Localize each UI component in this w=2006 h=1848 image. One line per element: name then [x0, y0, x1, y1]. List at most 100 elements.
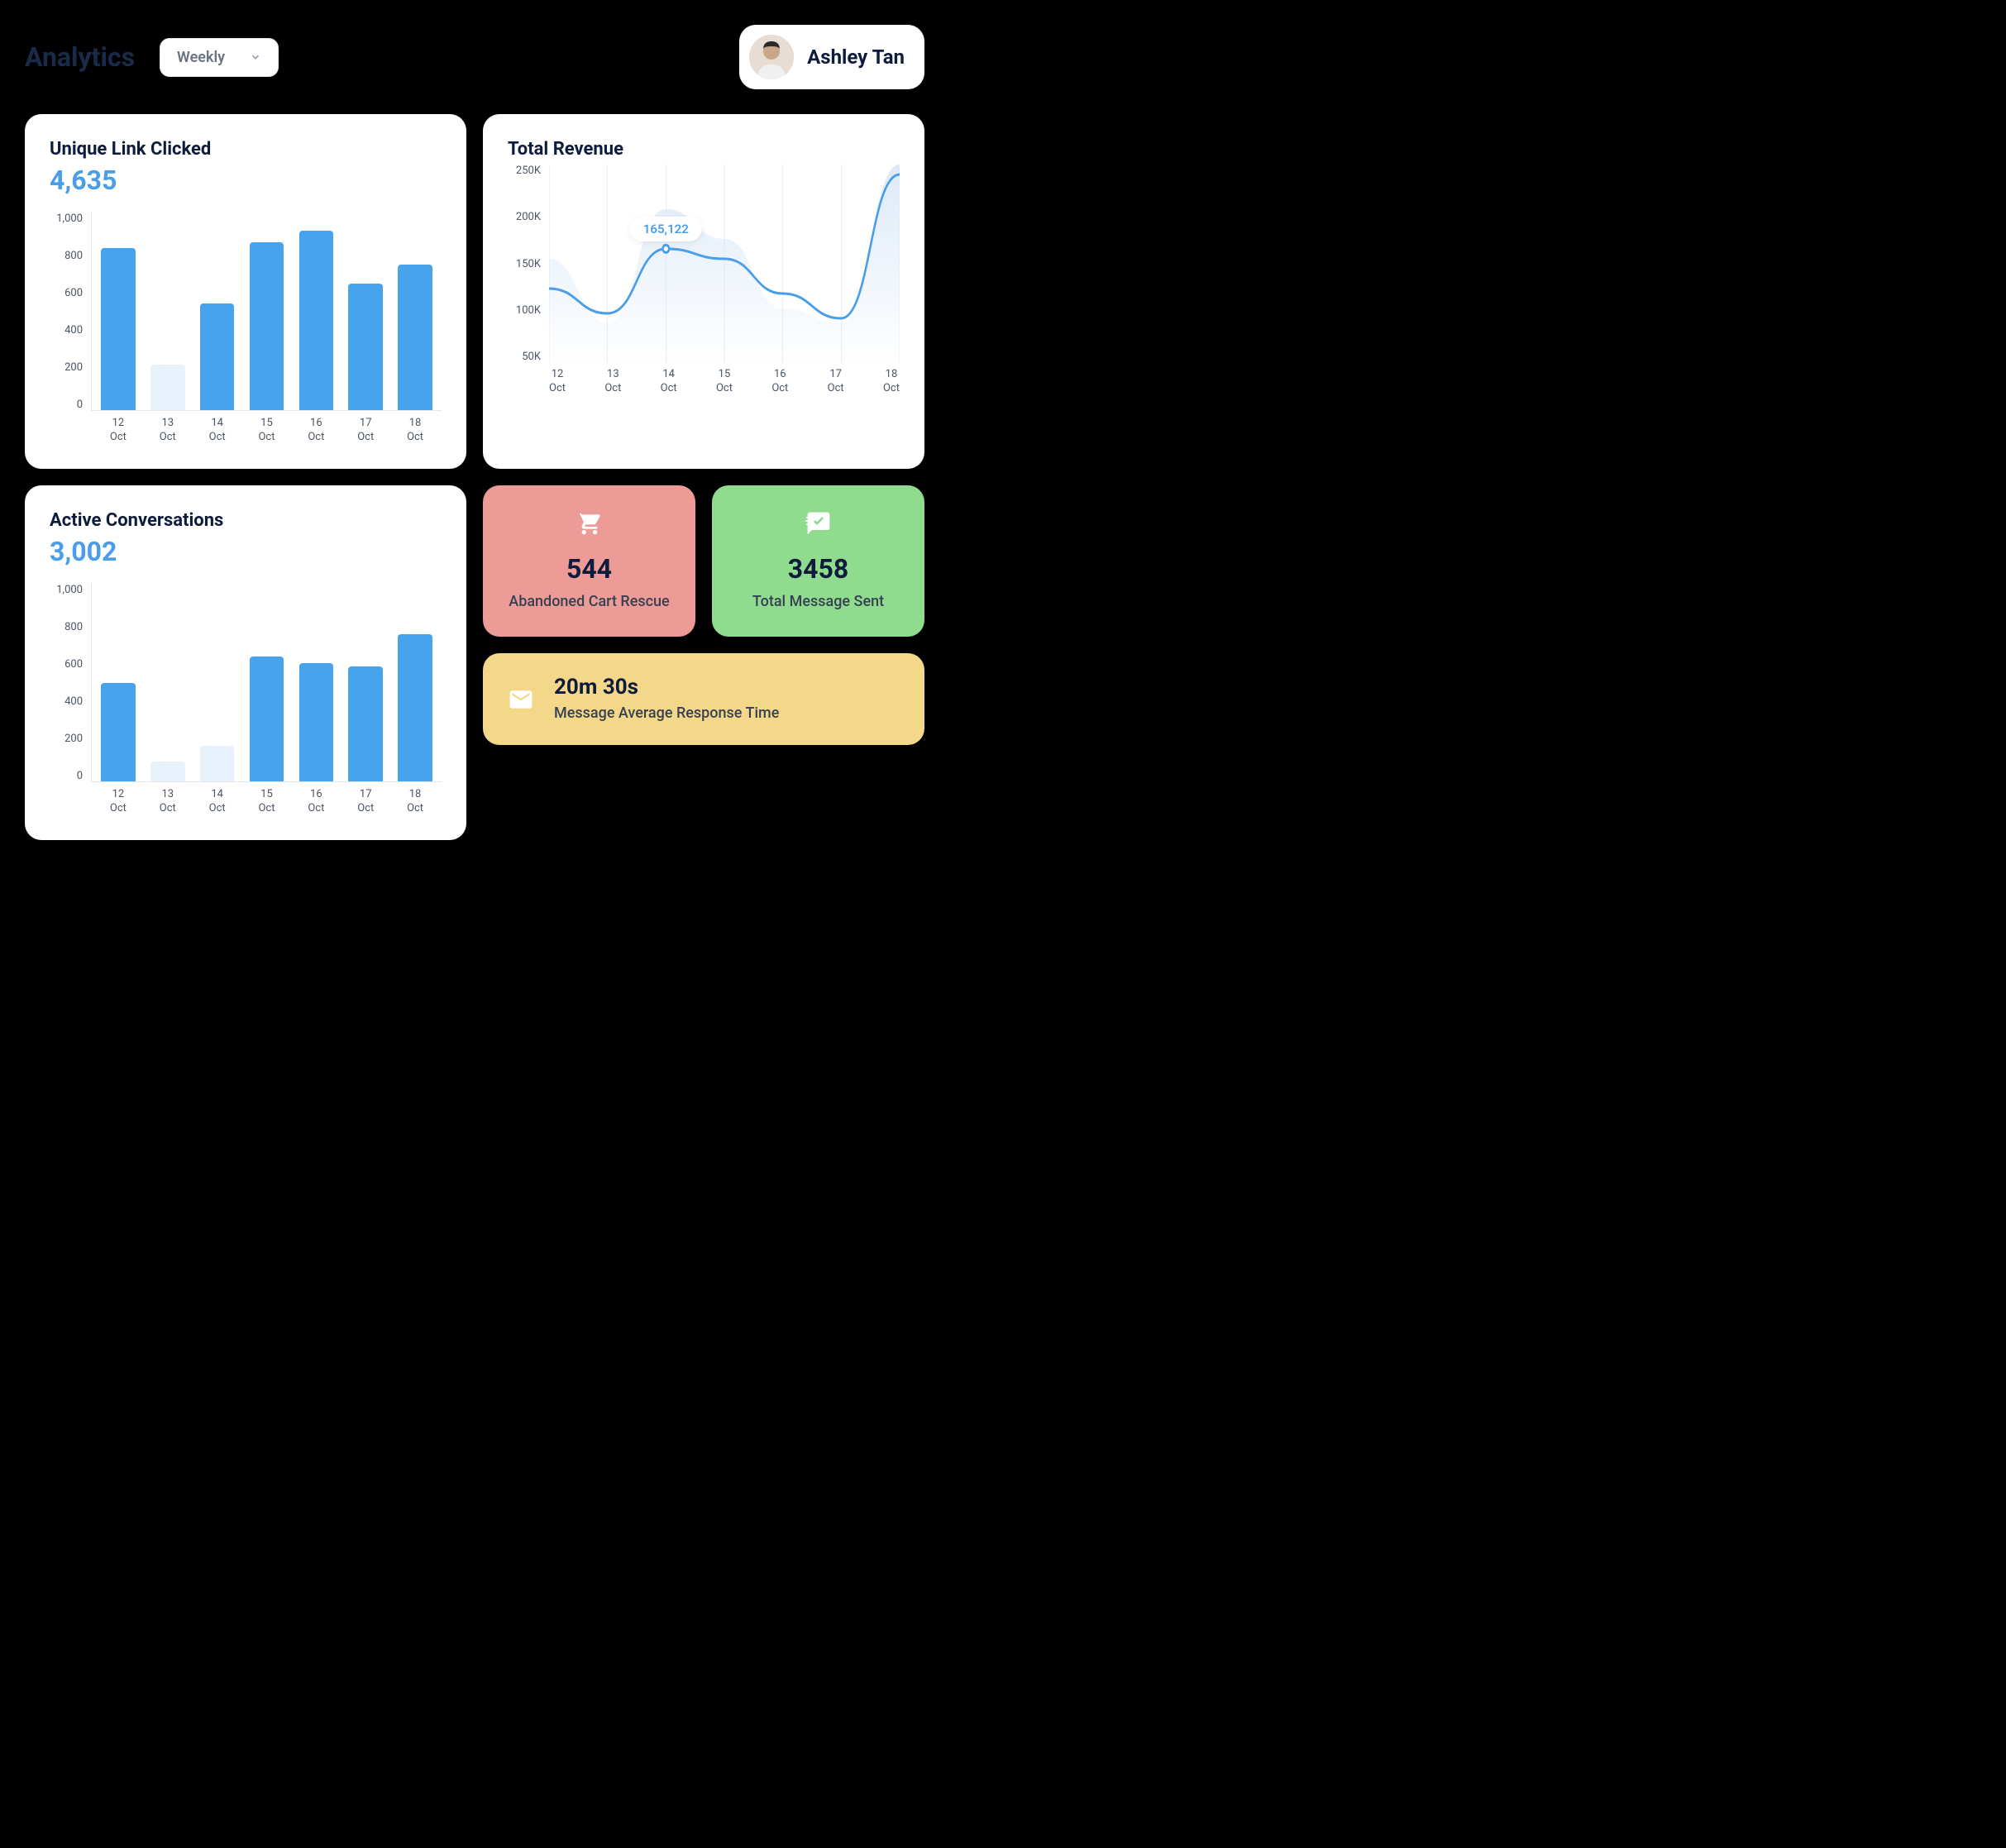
x-labels: 12 Oct 13 Oct 14 Oct 15 Oct 16 Oct 17 Oct 18 O…: [549, 368, 900, 396]
x-label: 12 Oct: [549, 368, 566, 396]
bar: [250, 657, 284, 781]
x-label: 13 Oct: [160, 788, 176, 816]
x-label: 16 Oct: [308, 417, 324, 445]
bar: [398, 634, 432, 781]
bar-column: 17 Oct: [344, 212, 387, 410]
bar: [150, 762, 184, 781]
y-tick: 800: [64, 621, 83, 633]
bar-column: 18 Oct: [394, 584, 437, 781]
cart-icon: [576, 510, 603, 537]
x-label: 12 Oct: [110, 417, 127, 445]
bar-column: 13 Oct: [146, 584, 189, 781]
y-tick: 400: [64, 324, 83, 337]
kpi-response-label: Message Average Response Time: [554, 703, 779, 723]
revenue-chart: 250K 200K 150K 100K 50K 12 Oct 13 Oct 14 Oct 15…: [508, 165, 900, 396]
bar-column: 18 Oct: [394, 212, 437, 410]
bar-column: 17 Oct: [344, 584, 387, 781]
page-title: Analytics: [25, 41, 135, 73]
unique-clicks-value: 4,635: [50, 165, 442, 196]
x-label: 15 Oct: [716, 368, 733, 396]
user-name: Ashley Tan: [807, 45, 905, 69]
bar-column: 13 Oct: [146, 212, 189, 410]
kpi-messages-sent: 3458 Total Message Sent: [712, 485, 924, 637]
bar: [101, 248, 135, 410]
bar: [150, 365, 184, 410]
x-label: 18 Oct: [407, 788, 423, 816]
kpi-response-time: 20m 30s Message Average Response Time: [483, 653, 924, 745]
y-tick: 1,000: [56, 584, 83, 596]
kpi-messages-label: Total Message Sent: [752, 591, 884, 612]
avatar: [749, 35, 794, 79]
y-tick: 100K: [516, 304, 541, 317]
bar: [200, 746, 234, 781]
x-label: 13 Oct: [160, 417, 176, 445]
unique-clicks-chart: 1,0008006004002000 12 Oct13 Oct14 Oct15 …: [50, 212, 442, 444]
bar: [299, 231, 333, 410]
kpi-stack: 544 Abandoned Cart Rescue 3458 Total Mes…: [483, 485, 924, 840]
kpi-row: 544 Abandoned Cart Rescue 3458 Total Mes…: [483, 485, 924, 637]
bar-column: 14 Oct: [196, 584, 239, 781]
y-tick: 250K: [516, 165, 541, 177]
bar-column: 16 Oct: [294, 584, 337, 781]
kpi-messages-value: 3458: [788, 553, 848, 585]
y-tick: 50K: [522, 351, 541, 363]
unique-clicks-card: Unique Link Clicked 4,635 1,000800600400…: [25, 114, 466, 469]
x-label: 17 Oct: [828, 368, 844, 396]
dashboard-grid: Unique Link Clicked 4,635 1,000 800 600 400…: [25, 114, 924, 840]
x-label: 15 Oct: [258, 788, 275, 816]
x-label: 14 Oct: [209, 417, 226, 445]
chevron-down-icon: [250, 51, 261, 63]
x-label: 13 Oct: [604, 368, 621, 396]
kpi-abandoned-cart: 544 Abandoned Cart Rescue: [483, 485, 695, 637]
y-tick: 150K: [516, 258, 541, 270]
user-chip[interactable]: Ashley Tan: [739, 25, 924, 89]
bars-area: 12 Oct13 Oct14 Oct15 Oct16 Oct17 Oct18 O…: [91, 584, 442, 782]
bar: [200, 303, 234, 410]
x-label: 17 Oct: [357, 417, 374, 445]
y-tick: 400: [64, 695, 83, 708]
y-axis: 250K 200K 150K 100K 50K: [508, 165, 549, 396]
kpi-response-value: 20m 30s: [554, 675, 779, 700]
message-check-icon: [805, 510, 832, 537]
x-label: 14 Oct: [661, 368, 677, 396]
bar-column: 14 Oct: [196, 212, 239, 410]
y-tick: 200: [64, 361, 83, 374]
y-tick: 600: [64, 658, 83, 671]
mail-icon: [508, 686, 534, 713]
period-select[interactable]: Weekly: [160, 38, 279, 77]
x-label: 18 Oct: [883, 368, 900, 396]
y-tick: 200K: [516, 211, 541, 223]
chart-tooltip: 165,122: [630, 217, 702, 241]
y-tick: 200: [64, 733, 83, 745]
bar-column: 15 Oct: [246, 212, 289, 410]
bar-column: 15 Oct: [246, 584, 289, 781]
header-left: Analytics Weekly: [25, 38, 279, 77]
bar: [348, 666, 382, 781]
x-label: 16 Oct: [308, 788, 324, 816]
x-label: 18 Oct: [407, 417, 423, 445]
unique-clicks-title: Unique Link Clicked: [50, 139, 442, 160]
kpi-abandoned-label: Abandoned Cart Rescue: [509, 591, 669, 612]
y-tick: 800: [64, 250, 83, 262]
y-axis: 1,000 800 600 400 200 0: [50, 584, 91, 815]
bar-column: 16 Oct: [294, 212, 337, 410]
revenue-card: Total Revenue 250K200K150K100K50K 12 Oct…: [483, 114, 924, 469]
bar: [398, 265, 432, 410]
bar-column: 12 Oct: [97, 584, 140, 781]
kpi-abandoned-value: 544: [566, 553, 612, 585]
x-label: 14 Oct: [209, 788, 226, 816]
bar: [101, 683, 135, 782]
bar-column: 12 Oct: [97, 212, 140, 410]
header: Analytics Weekly Ashley Tan: [25, 25, 924, 89]
bar: [250, 242, 284, 410]
bar: [348, 284, 382, 410]
active-convos-chart: 1,0008006004002000 12 Oct13 Oct14 Oct15 …: [50, 584, 442, 815]
x-label: 15 Oct: [258, 417, 275, 445]
active-convos-value: 3,002: [50, 536, 442, 567]
x-label: 16 Oct: [771, 368, 788, 396]
x-label: 12 Oct: [110, 788, 127, 816]
bars-area: 12 Oct13 Oct14 Oct15 Oct16 Oct17 Oct18 O…: [91, 212, 442, 411]
y-tick: 0: [77, 770, 83, 782]
y-tick: 1,000: [56, 212, 83, 225]
y-axis: 1,0008006004002000: [50, 212, 91, 444]
